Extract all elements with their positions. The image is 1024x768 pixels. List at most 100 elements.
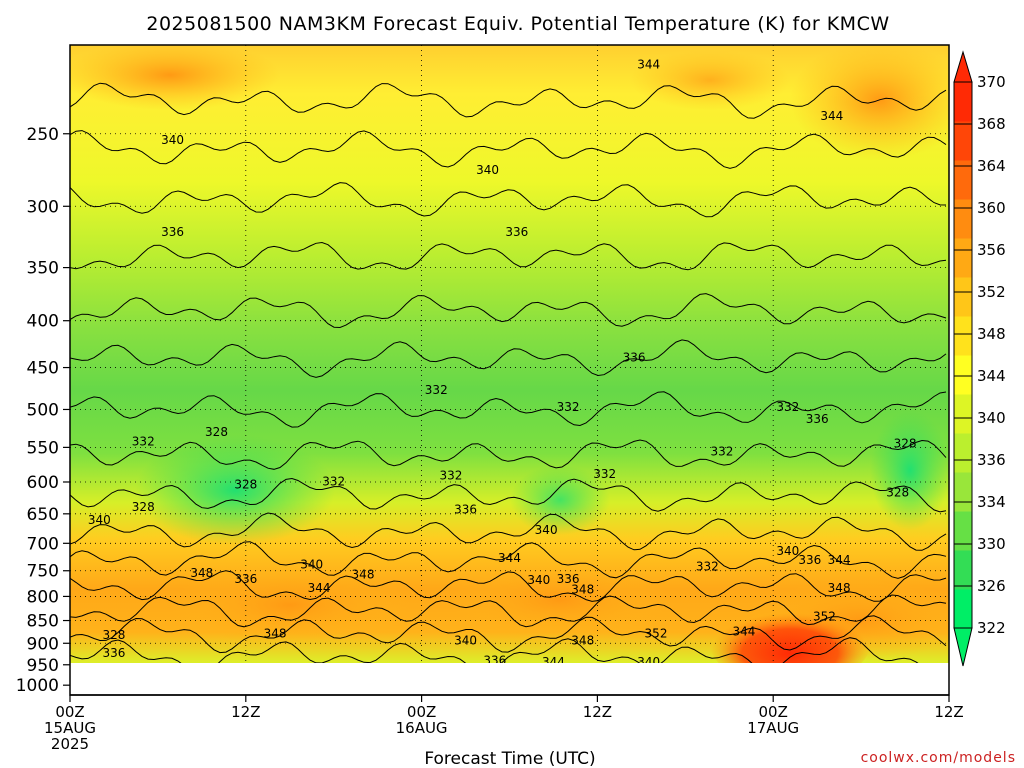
field-patch	[135, 435, 335, 545]
x-tick-label: 00Z	[55, 703, 84, 721]
contour-label: 328	[894, 437, 917, 451]
contour-line	[70, 293, 947, 329]
contour-label: 348	[352, 567, 375, 581]
contour-line	[70, 439, 947, 470]
colorbar-segment	[954, 355, 972, 395]
contour-label: 336	[798, 553, 821, 567]
y-axis: 2503003504004505005506006507007508008509…	[16, 125, 70, 696]
colorbar-segment	[954, 316, 972, 356]
colorbar-segment	[954, 277, 972, 317]
colorbar-segment	[954, 199, 972, 239]
colorbar-segment	[954, 121, 972, 161]
x-tick-label: 00Z	[759, 703, 788, 721]
y-tick-label: 800	[27, 587, 59, 607]
plot-area: 344 344 340 340 336 336 336 332 332 332 336 328 332 3…	[70, 45, 949, 695]
field-patch	[170, 565, 410, 645]
contour-label: 344	[828, 553, 851, 567]
x-tick-label: 12Z	[231, 703, 260, 721]
contour-line	[70, 241, 947, 271]
contour-line	[70, 339, 947, 378]
y-tick-label: 350	[27, 259, 59, 279]
contour-label: 348	[264, 626, 287, 640]
colorbar-tick-label: 368	[977, 115, 1006, 133]
contour-label: 340	[637, 655, 660, 669]
contour-label: 336	[483, 654, 506, 668]
contour-label: 332	[322, 474, 345, 488]
field-patch	[630, 50, 790, 110]
y-tick-label: 600	[27, 473, 59, 493]
contour-line	[70, 615, 947, 654]
colorbar-tick-label: 344	[977, 367, 1006, 385]
y-tick-label: 700	[27, 534, 59, 554]
y-tick-label: 950	[27, 656, 59, 676]
contour-label: 328	[102, 628, 125, 642]
contour-line	[70, 541, 947, 579]
contour-label: 328	[234, 478, 257, 492]
contour-label: 336	[102, 646, 125, 660]
contour-label: 336	[161, 225, 184, 239]
contour-label: 336	[505, 225, 528, 239]
contour-label: 336	[234, 572, 257, 586]
y-tick-label: 900	[27, 634, 59, 654]
field-hot-core	[710, 605, 870, 663]
colorbar-segment	[954, 589, 972, 629]
y-tick-label: 250	[27, 125, 59, 145]
x-tick-label: 15AUG	[44, 719, 96, 737]
contour-label: 332	[425, 383, 448, 397]
colorbar-top-arrow	[953, 50, 973, 83]
colorbar-tick-label: 364	[977, 157, 1006, 175]
colorbar-tick-label: 370	[977, 73, 1006, 91]
colorbar-tick-label: 326	[977, 577, 1006, 595]
contour-label: 344	[637, 57, 660, 71]
colorbar-bottom-arrow	[953, 627, 973, 667]
x-tick-label: 12Z	[934, 703, 963, 721]
contour-label: 332	[439, 468, 462, 482]
colorbar-segment	[954, 511, 972, 551]
y-tick-label: 400	[27, 312, 59, 332]
x-tick-label: 16AUG	[396, 719, 448, 737]
y-tick-label: 650	[27, 505, 59, 525]
y-tick-label: 300	[27, 197, 59, 217]
contour-label: 336	[623, 351, 646, 365]
contour-label: 348	[571, 634, 594, 648]
colorbar-tick-label: 352	[977, 283, 1006, 301]
contour-label: 340	[220, 663, 243, 677]
field-patch	[510, 465, 610, 535]
colorbar-segment	[954, 472, 972, 512]
contour-label: 332	[557, 400, 580, 414]
x-tick-label: 17AUG	[747, 719, 799, 737]
colorbar-tick-label: 360	[977, 199, 1006, 217]
contour-label: 344	[732, 625, 755, 639]
contour-line	[70, 512, 947, 551]
y-tick-label: 500	[27, 400, 59, 420]
colorbar-segment	[954, 82, 972, 122]
colorbar-segment	[954, 433, 972, 473]
colorbar-segment	[954, 238, 972, 278]
contour-label: 348	[828, 581, 851, 595]
contour-lines	[70, 82, 947, 663]
contour-label: 340	[454, 634, 477, 648]
contour-line	[70, 82, 947, 119]
ground-below-surface	[70, 663, 949, 695]
contour-label: 340	[88, 513, 111, 527]
x-tick-label: 00Z	[407, 703, 436, 721]
colorbar-tick-label: 340	[977, 409, 1006, 427]
x-axis-title: Forecast Time (UTC)	[424, 749, 595, 768]
contour-label: 332	[710, 445, 733, 459]
contour-label: 336	[454, 503, 477, 517]
y-tick-label: 750	[27, 562, 59, 582]
colorbar-tick-label: 348	[977, 325, 1006, 343]
chart-title: 2025081500 NAM3KM Forecast Equiv. Potent…	[146, 13, 889, 35]
contour-label: 328	[132, 500, 155, 514]
contour-line	[70, 477, 947, 513]
colorbar-tick-label: 356	[977, 241, 1006, 259]
colorbar-tick-label: 336	[977, 451, 1006, 469]
field-patch	[450, 565, 670, 635]
contour-label: 340	[535, 523, 558, 537]
y-tick-label: 550	[27, 438, 59, 458]
contour-label: 328	[886, 485, 909, 499]
contour-label: 336	[806, 412, 829, 426]
contour-label: 336	[557, 572, 580, 586]
contour-label: 332	[776, 400, 799, 414]
